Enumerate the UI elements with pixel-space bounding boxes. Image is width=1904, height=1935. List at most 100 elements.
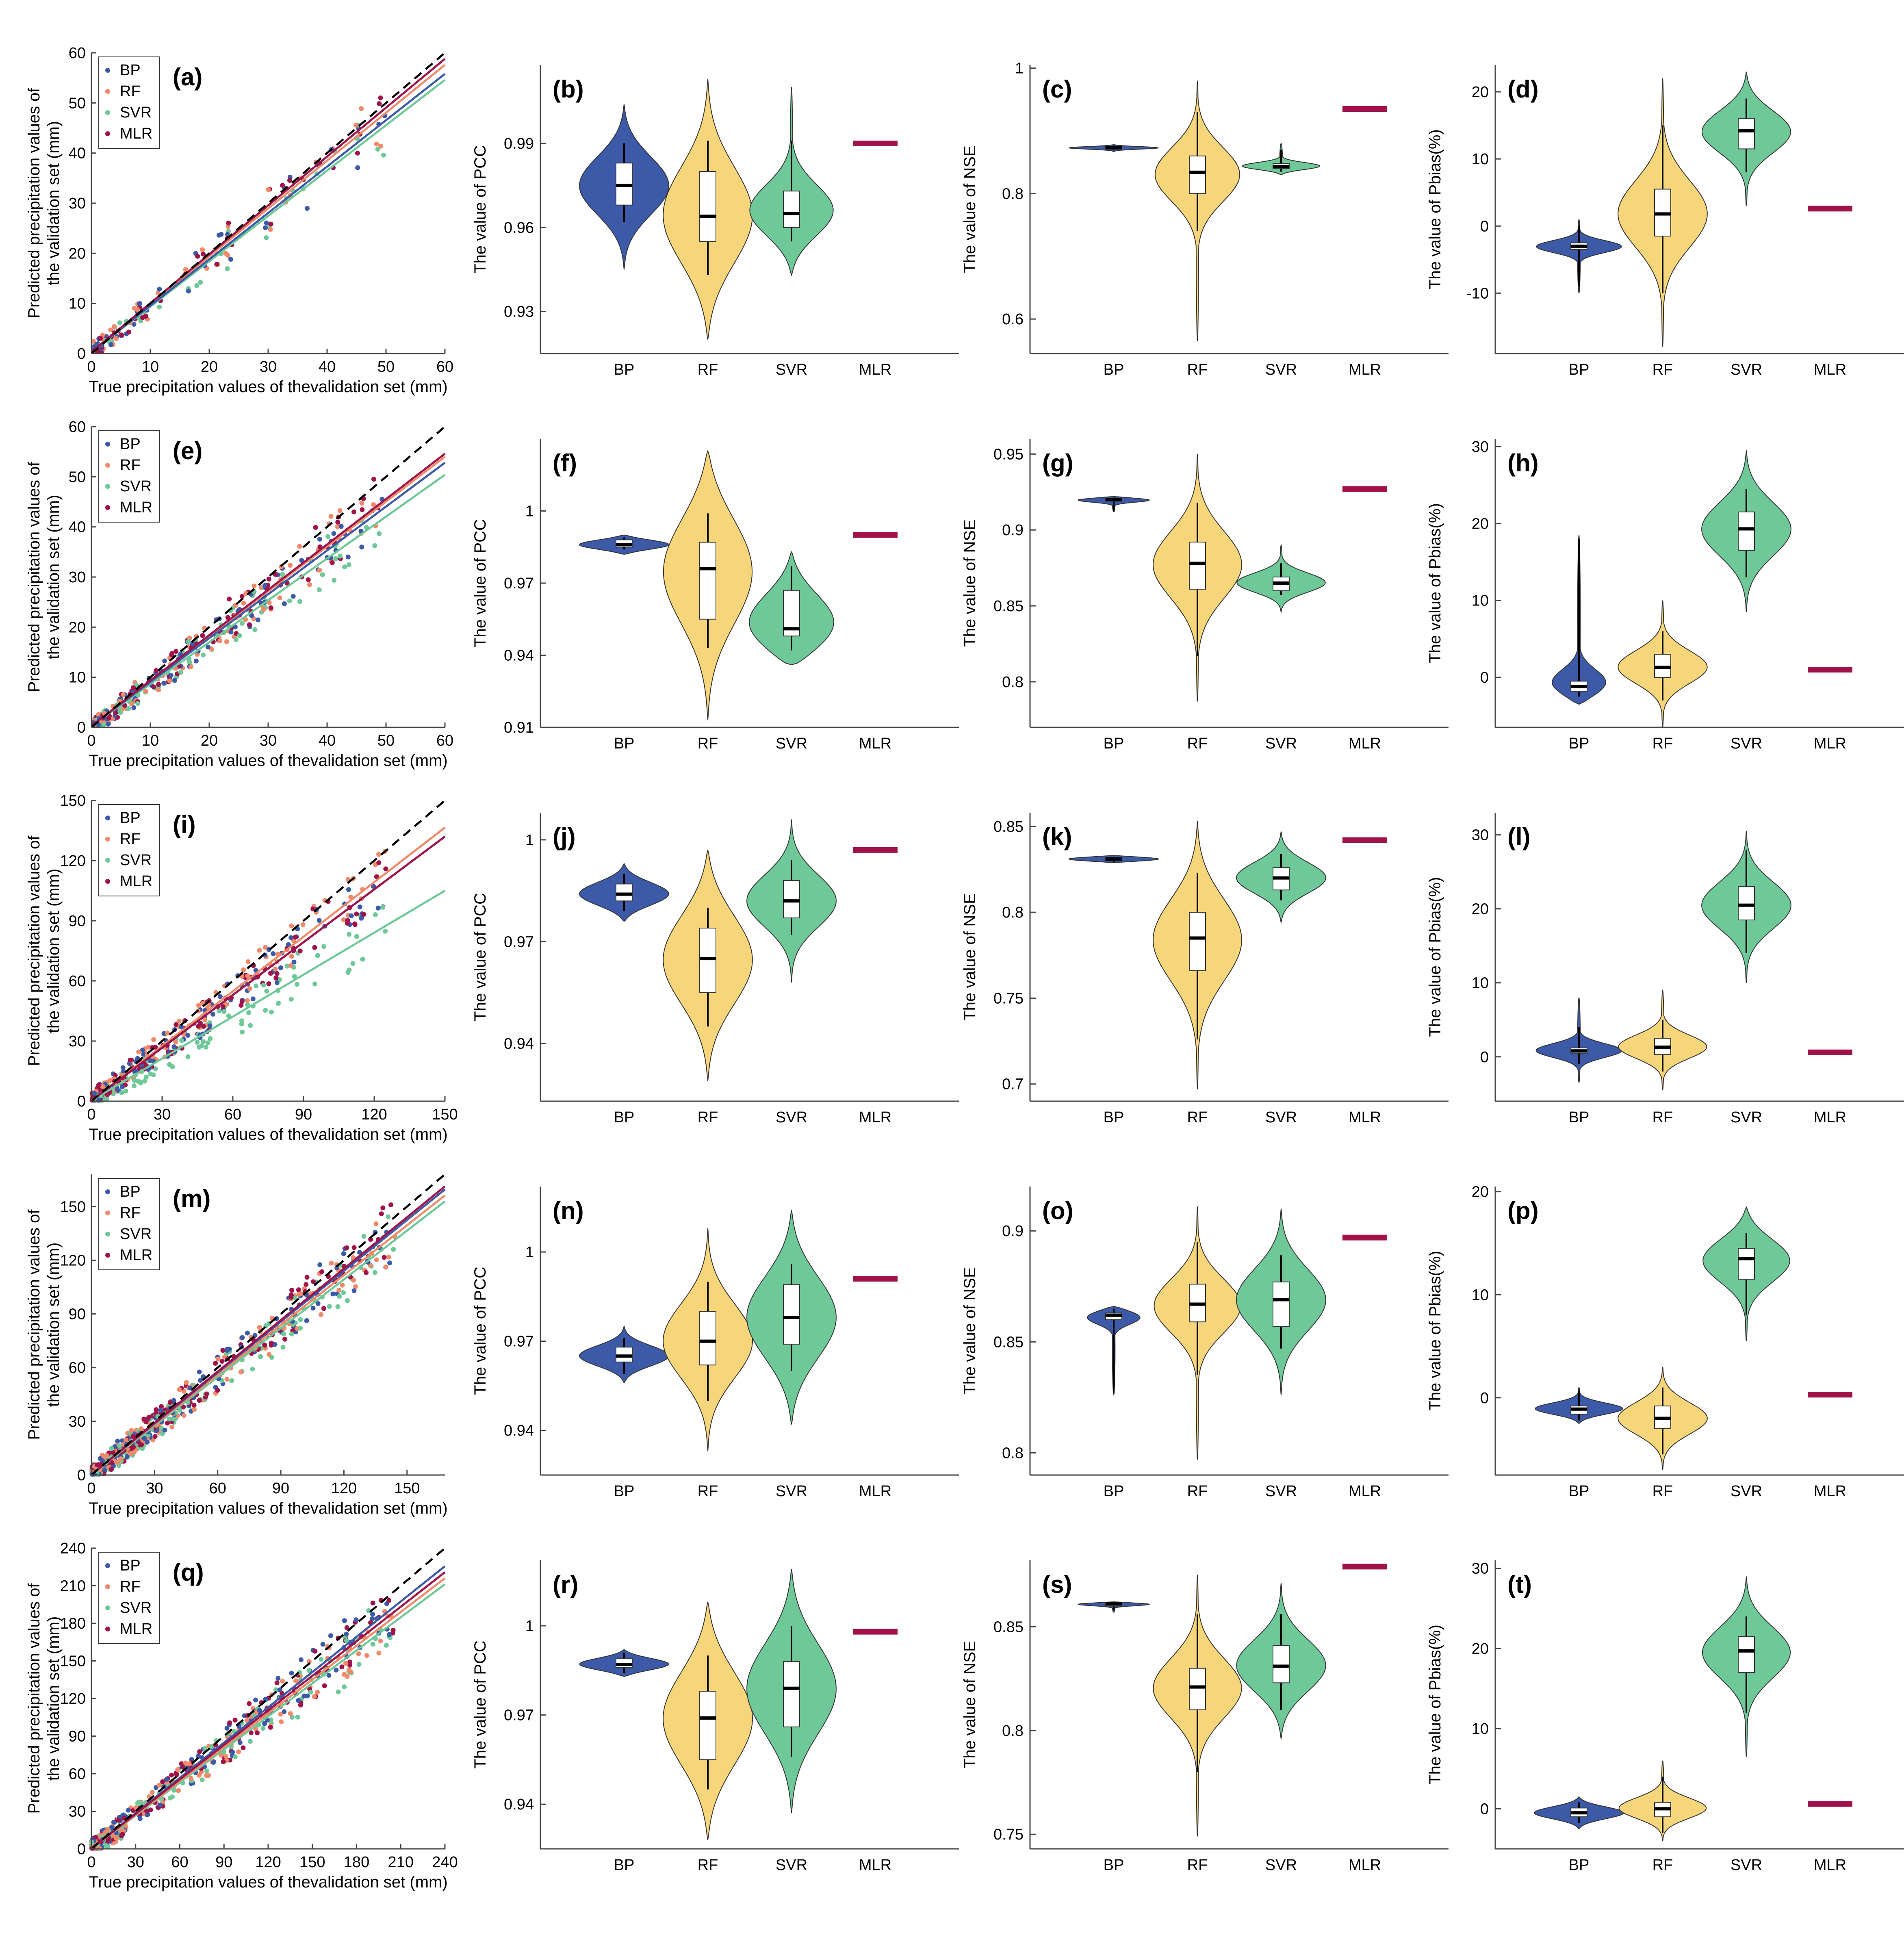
point-bp <box>288 935 294 940</box>
legend-label-svr: SVR <box>120 104 152 121</box>
point-svr <box>205 1040 210 1046</box>
y-tick-label: 0.8 <box>1002 185 1024 202</box>
point-mlr <box>151 684 156 690</box>
legend-label-bp: BP <box>120 1557 141 1574</box>
legend-label-svr: SVR <box>120 1599 152 1616</box>
y-tick-label: 0.9 <box>1002 1223 1024 1240</box>
point-svr <box>143 1074 149 1080</box>
point-bp <box>282 1709 287 1714</box>
point-bp <box>310 1306 316 1311</box>
y-tick-label: 0.75 <box>993 1826 1024 1843</box>
point-bp <box>359 544 364 550</box>
point-rf <box>236 1749 241 1755</box>
point-rf <box>128 1451 134 1456</box>
y-tick-label: 210 <box>60 1578 86 1595</box>
point-svr <box>337 553 343 559</box>
point-svr <box>119 1090 124 1095</box>
y-tick-label: 0.85 <box>993 1334 1024 1351</box>
y-tick-label: 240 <box>60 1540 86 1557</box>
y-axis-label: The value of Pbias(%) <box>1426 129 1444 289</box>
point-rf <box>118 1456 124 1461</box>
box-rf <box>1189 155 1206 194</box>
point-bp <box>346 887 351 892</box>
point-mlr <box>370 1601 375 1606</box>
point-mlr <box>239 594 245 599</box>
point-svr <box>226 1013 231 1019</box>
point-svr <box>252 627 258 632</box>
point-rf <box>245 959 251 964</box>
point-bp <box>263 225 268 230</box>
point-svr <box>360 957 365 962</box>
point-mlr <box>247 622 252 627</box>
y-tick-label: 1 <box>525 1244 534 1261</box>
point-rf <box>156 688 161 693</box>
point-svr <box>264 235 269 240</box>
point-bp <box>257 1708 262 1713</box>
point-rf <box>107 1078 112 1083</box>
point-rf <box>129 701 134 707</box>
point-rf <box>319 1312 324 1317</box>
y-tick-label: 0.8 <box>1002 1445 1024 1462</box>
y-tick-label: 30 <box>69 195 86 212</box>
point-mlr <box>297 948 303 954</box>
point-svr <box>280 1345 286 1350</box>
x-tick-label-rf: RF <box>1652 1109 1673 1126</box>
point-rf <box>108 327 113 332</box>
point-svr <box>319 1657 324 1662</box>
y-tick-label: 0.85 <box>993 598 1024 615</box>
point-svr <box>350 961 356 966</box>
point-rf <box>245 998 250 1003</box>
point-svr <box>170 1416 176 1421</box>
point-bp <box>317 536 322 542</box>
legend-marker-svr <box>105 1232 110 1236</box>
point-bp <box>277 1687 282 1692</box>
point-rf <box>378 143 384 149</box>
point-bp <box>205 644 210 650</box>
y-tick-label: 60 <box>69 419 86 436</box>
point-svr <box>292 974 297 979</box>
point-rf <box>245 973 250 978</box>
point-mlr <box>98 336 103 341</box>
scatter-panel-m: 0 30 60 90 120 150 0 30 60 90 120 150 True precipita… <box>25 1174 448 1517</box>
x-tick-label-svr: SVR <box>776 1857 807 1874</box>
x-tick-label: 30 <box>146 1480 163 1497</box>
point-svr <box>335 1304 340 1309</box>
point-bp <box>274 980 280 985</box>
point-bp <box>210 1011 216 1017</box>
legend: BP RF SVR MLR <box>98 1552 160 1644</box>
point-svr <box>117 320 122 325</box>
legend-marker-bp <box>105 1189 110 1194</box>
point-rf <box>267 1352 272 1357</box>
point-svr <box>139 1801 144 1806</box>
point-bp <box>187 1385 193 1391</box>
point-bp <box>370 1612 375 1617</box>
legend-marker-rf <box>105 1210 110 1215</box>
y-axis-label-line: the validation set (mm) <box>45 121 63 286</box>
point-rf <box>183 267 188 272</box>
point-bp <box>171 1398 176 1404</box>
x-tick-label-bp: BP <box>1104 1483 1124 1500</box>
point-bp <box>157 1803 163 1808</box>
violin-panel-d: -10 0 10 20 BP RF SVR MLR The value of Pbias(%) (… <box>1426 65 1904 378</box>
point-rf <box>243 591 249 596</box>
point-svr <box>142 1078 147 1084</box>
y-tick-label: 30 <box>1472 438 1489 456</box>
x-tick-label: 150 <box>394 1480 420 1497</box>
point-svr <box>187 659 192 665</box>
point-rf <box>278 1712 283 1717</box>
point-svr <box>126 706 131 711</box>
point-rf <box>359 106 364 111</box>
point-svr <box>377 531 382 536</box>
point-mlr <box>213 1360 218 1366</box>
fit-line-mlr <box>91 1571 446 1850</box>
point-bp <box>328 1633 333 1638</box>
point-rf <box>187 1761 193 1766</box>
point-mlr <box>344 1245 349 1250</box>
y-tick-label: 20 <box>1472 84 1489 101</box>
point-bp <box>375 905 381 911</box>
fit-line-svr <box>91 474 446 727</box>
x-tick-label: 240 <box>432 1854 458 1871</box>
legend-marker-mlr <box>105 1253 110 1258</box>
legend-marker-svr <box>105 1605 110 1610</box>
x-tick-label: 0 <box>87 1106 95 1123</box>
